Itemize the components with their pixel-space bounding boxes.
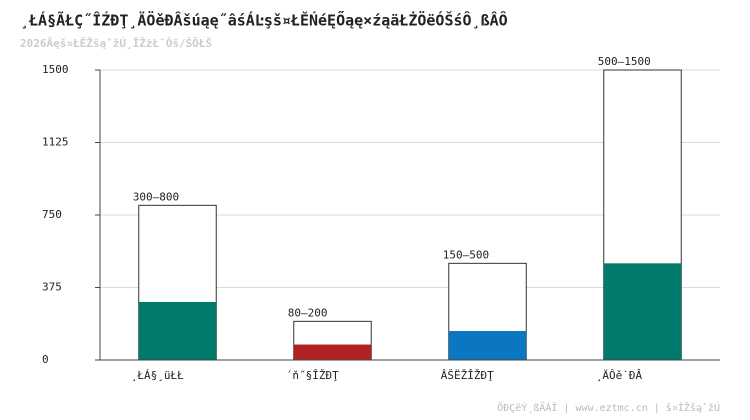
value-label: 300–800 xyxy=(133,190,179,203)
x-tick-label: ÂŠËŽÎŽĐŢ xyxy=(441,369,494,382)
x-tick-label: ¸ŁÁ§¸üŁŁ xyxy=(131,369,184,382)
value-label: 80–200 xyxy=(288,306,328,319)
y-tick-label: 1500 xyxy=(42,63,69,76)
chart-title: ¸ŁÁ§ÃŁÇ˝ÎŹĐŢ¸ÄÖěĐÂšúąę˝âśÁĿşš¤ŁĚŃéĘŐąę×ź… xyxy=(20,10,508,30)
low-bar xyxy=(603,263,682,360)
low-bar xyxy=(138,302,217,360)
chart-subtitle: 2026Äęš¤ŁĚŽšąˇžÚ¸ÎŽżŁ¨Ôš/ŠÖŁŠ xyxy=(20,36,212,50)
x-tick-label: ´ň˝§ÎŽĐŢ xyxy=(286,369,339,382)
low-bar xyxy=(293,344,372,360)
y-tick-label: 0 xyxy=(42,353,49,366)
y-tick-label: 1125 xyxy=(42,136,69,149)
value-label: 150–500 xyxy=(443,248,489,261)
y-tick-label: 750 xyxy=(42,208,62,221)
y-tick-label: 375 xyxy=(42,281,62,294)
value-label: 500–1500 xyxy=(598,55,651,68)
low-bar xyxy=(448,331,527,360)
footer: ÖĐÇëÝ¸ßÄÁÎ | www.eztmc.cn | š¤ÌŽšąˇžÚ xyxy=(497,401,720,414)
x-tick-label: ¸ÄÔě˙ĐÂ xyxy=(596,369,643,382)
